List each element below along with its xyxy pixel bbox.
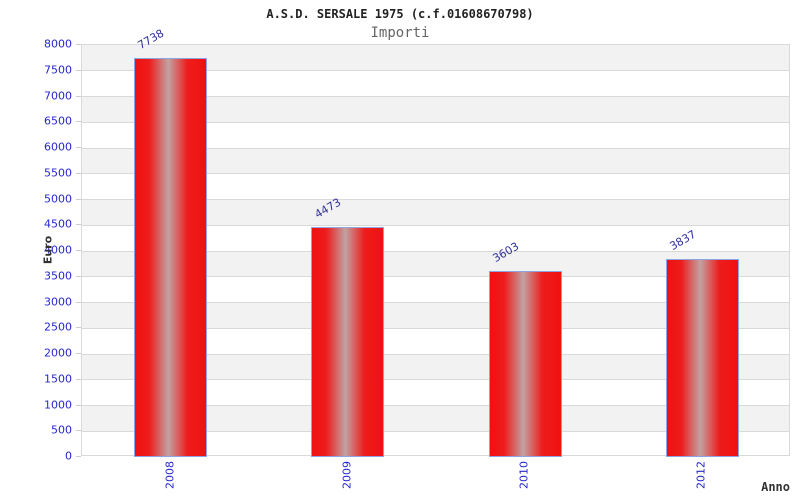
x-axis-tick-label: 2010 <box>517 461 531 489</box>
y-tick-8000 <box>76 44 81 45</box>
y-tick-500 <box>76 430 81 432</box>
y-axis-tick-label: 8000 <box>44 37 72 51</box>
x-axis-tick-label: 2009 <box>340 461 354 489</box>
y-axis-title: Euro <box>41 235 55 265</box>
y-axis-tick-label: 1000 <box>44 398 72 411</box>
gridline-3500 <box>82 276 789 278</box>
x-axis-title: Anno <box>761 480 790 494</box>
y-tick-1000 <box>76 404 81 406</box>
y-tick-6000 <box>76 147 81 148</box>
y-tick-2000 <box>76 353 81 354</box>
y-axis-tick-label: 1500 <box>44 372 72 386</box>
gridline-4000 <box>82 250 789 252</box>
y-axis-tick-label: 6500 <box>44 114 72 128</box>
bar-2010 <box>489 271 562 457</box>
chart-title: A.S.D. SERSALE 1975 (c.f.01608670798) <box>266 7 534 21</box>
gridline-1500 <box>82 379 789 381</box>
y-tick-5000 <box>76 198 81 200</box>
gridline-3000 <box>82 302 789 303</box>
y-axis-tick-label: 3000 <box>44 295 72 308</box>
y-tick-6500 <box>76 121 81 123</box>
x-axis-tick-label: 2008 <box>163 461 177 489</box>
y-tick-3000 <box>76 301 81 303</box>
gridline-2000 <box>82 353 789 355</box>
y-axis-tick-label: 0 <box>65 449 72 463</box>
y-tick-4500 <box>76 224 81 226</box>
bar-2012 <box>666 259 739 457</box>
gridline-1000 <box>82 405 789 406</box>
y-axis-tick-label: 6000 <box>44 140 72 154</box>
x-axis-tick-label: 2012 <box>694 461 708 489</box>
y-tick-1500 <box>76 378 81 380</box>
bar-2008 <box>134 58 207 457</box>
y-tick-7500 <box>76 69 81 71</box>
y-axis-tick-label: 4000 <box>44 243 72 257</box>
y-axis-tick-label: 4500 <box>44 217 72 231</box>
y-tick-0 <box>76 456 81 457</box>
gridline-500 <box>82 430 789 432</box>
gridline-7000 <box>82 96 789 97</box>
y-axis-tick-label: 3500 <box>44 269 72 283</box>
y-axis-tick-label: 7000 <box>44 89 72 102</box>
y-tick-2500 <box>76 327 81 329</box>
gridline-2500 <box>82 327 789 329</box>
gridline-6500 <box>82 121 789 123</box>
y-axis-tick-label: 2500 <box>44 320 72 334</box>
y-tick-5500 <box>76 172 81 174</box>
y-axis-tick-label: 5500 <box>44 166 72 180</box>
y-tick-7000 <box>76 95 81 97</box>
y-axis-tick-label: 2000 <box>44 346 72 360</box>
gridline-6000 <box>82 147 789 149</box>
y-axis-tick-label: 500 <box>51 423 72 437</box>
gridline-5000 <box>82 199 789 200</box>
y-axis-tick-label: 7500 <box>44 63 72 77</box>
gridline-4500 <box>82 224 789 226</box>
plot-area <box>81 44 790 457</box>
y-tick-3500 <box>76 275 81 277</box>
y-tick-4000 <box>76 250 81 251</box>
gridline-7500 <box>82 70 789 72</box>
y-axis-tick-label: 5000 <box>44 192 72 205</box>
chart-subtitle: Importi <box>370 25 430 41</box>
bar-2009 <box>311 226 384 457</box>
gridline-5500 <box>82 173 789 175</box>
